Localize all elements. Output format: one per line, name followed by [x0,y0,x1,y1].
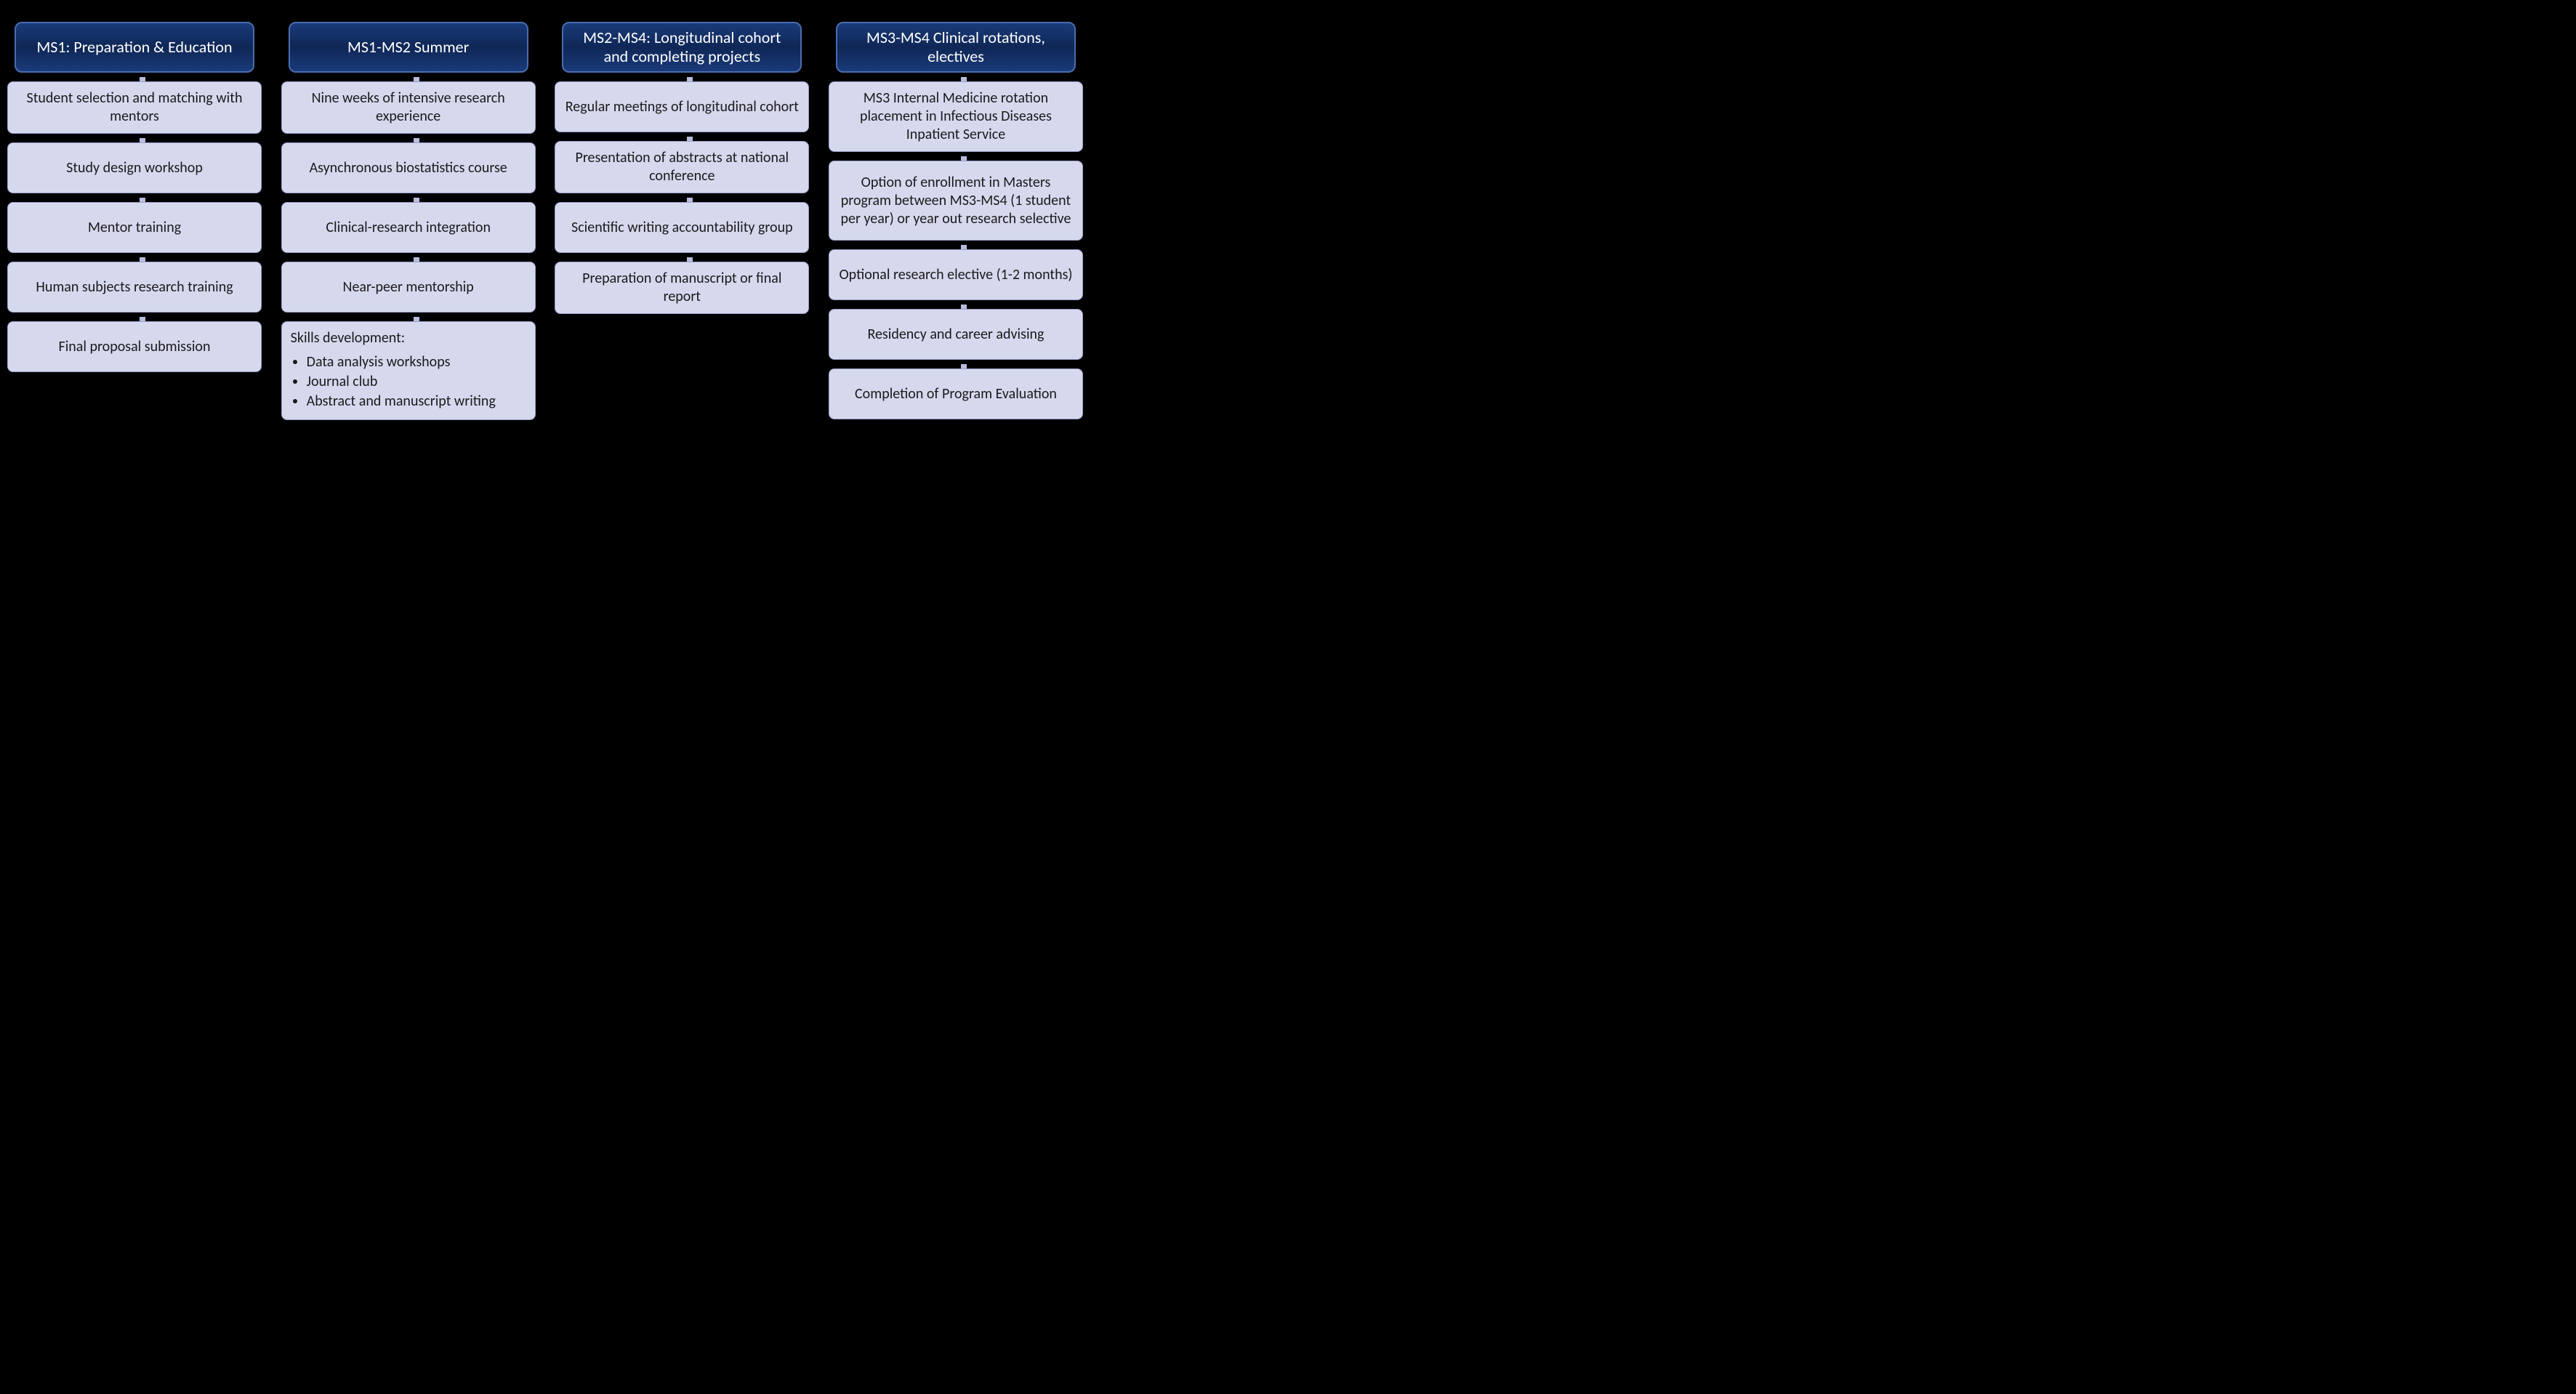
step-box-skills: Skills development: Data analysis worksh… [281,321,536,420]
step-box: Preparation of manuscript or final repor… [555,262,809,314]
header-ms2-ms4-label: MS2-MS4: Longitudinal cohort and complet… [571,28,793,67]
step-box: Student selection and matching with ment… [7,81,262,134]
step-box: Completion of Program Evaluation [829,368,1083,419]
step-box: Asynchronous biostatistics course [281,142,536,193]
step-label: Clinical-research integration [326,219,491,237]
step-label: MS3 Internal Medicine rotation placement… [838,89,1074,144]
step-box: Scientific writing accountability group [555,202,809,253]
step-box: Optional research elective (1-2 months) [829,249,1083,300]
step-title: Skills development: [291,329,406,347]
bullet-item: Journal club [307,373,496,391]
header-ms2-ms4: MS2-MS4: Longitudinal cohort and complet… [562,22,802,73]
bullet-list: Data analysis workshops Journal club Abs… [291,352,496,412]
step-box: Human subjects research training [7,262,262,313]
step-box: Nine weeks of intensive research experie… [281,81,536,134]
step-box: Mentor training [7,202,262,253]
step-label: Near-peer mentorship [343,278,474,297]
header-ms1-ms2-label: MS1-MS2 Summer [347,38,469,57]
step-box: Final proposal submission [7,321,262,372]
bullet-item: Abstract and manuscript writing [307,392,496,411]
column-ms2-ms4: MS2-MS4: Longitudinal cohort and complet… [555,22,809,561]
step-label: Preparation of manuscript or final repor… [564,270,800,306]
step-label: Regular meetings of longitudinal cohort [565,98,799,116]
step-label: Mentor training [88,219,181,237]
step-box: Study design workshop [7,142,262,193]
step-label: Human subjects research training [36,278,233,297]
step-label: Residency and career advising [867,326,1044,344]
step-label: Optional research elective (1-2 months) [839,266,1072,284]
step-label: Study design workshop [66,159,203,177]
header-ms3-ms4-label: MS3-MS4 Clinical rotations, electives [845,28,1067,67]
step-label: Scientific writing accountability group [571,219,793,237]
step-label: Asynchronous biostatistics course [310,159,507,177]
flowchart-canvas: MS1: Preparation & Education Student sel… [0,0,1090,576]
step-box: Clinical-research integration [281,202,536,253]
header-ms3-ms4: MS3-MS4 Clinical rotations, electives [836,22,1076,73]
step-box: Presentation of abstracts at national co… [555,141,809,193]
step-box: Residency and career advising [829,309,1083,360]
column-ms3-ms4: MS3-MS4 Clinical rotations, electives MS… [829,22,1083,561]
step-label: Completion of Program Evaluation [855,385,1057,403]
step-box: Option of enrollment in Masters program … [829,161,1083,241]
step-box: Regular meetings of longitudinal cohort [555,81,809,132]
header-ms1: MS1: Preparation & Education [15,22,254,73]
header-ms1-label: MS1: Preparation & Education [36,38,232,57]
step-label: Nine weeks of intensive research experie… [291,89,526,126]
column-ms1: MS1: Preparation & Education Student sel… [7,22,262,561]
bullet-item: Data analysis workshops [307,353,496,371]
column-ms1-ms2-summer: MS1-MS2 Summer Nine weeks of intensive r… [281,22,536,561]
step-label: Presentation of abstracts at national co… [564,149,800,185]
header-ms1-ms2: MS1-MS2 Summer [289,22,528,73]
step-box: Near-peer mentorship [281,262,536,313]
step-box: MS3 Internal Medicine rotation placement… [829,81,1083,152]
step-label: Option of enrollment in Masters program … [838,174,1074,228]
step-label: Final proposal submission [59,338,211,356]
step-label: Student selection and matching with ment… [17,89,252,126]
